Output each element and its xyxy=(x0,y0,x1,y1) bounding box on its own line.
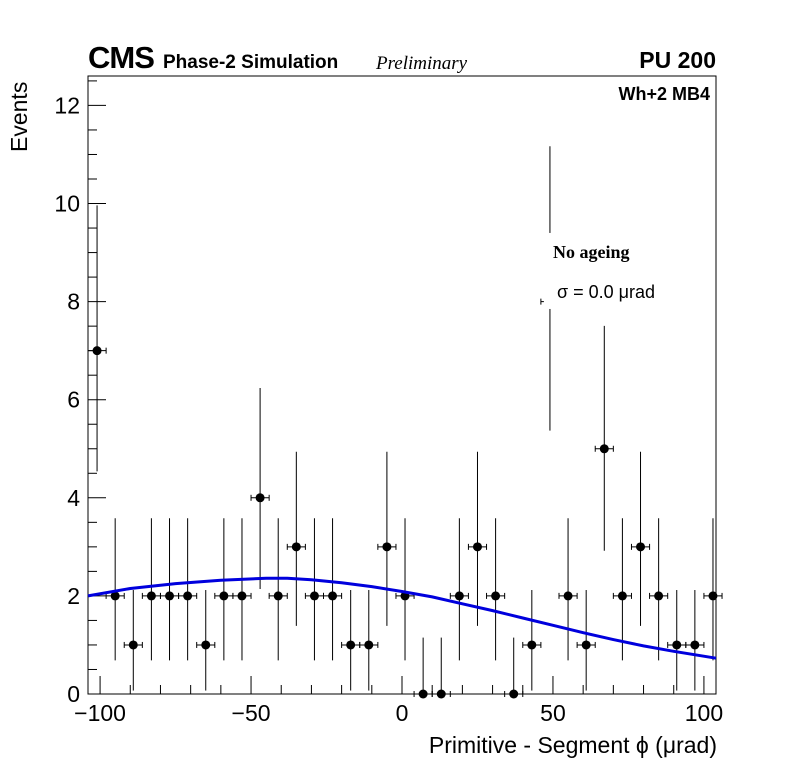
data-point xyxy=(364,640,374,650)
x-tick-label: −100 xyxy=(74,700,126,726)
data-point xyxy=(654,591,664,601)
data-point xyxy=(382,542,392,552)
data-point xyxy=(690,640,700,650)
data-point xyxy=(599,444,609,454)
x-axis-title: Primitive - Segment ϕ (μrad) xyxy=(428,732,717,758)
ageing-annotation: No ageing xyxy=(553,242,630,262)
x-tick-label: 50 xyxy=(540,700,566,726)
data-point xyxy=(146,591,156,601)
x-tick-label: 0 xyxy=(396,700,409,726)
y-tick-label: 4 xyxy=(67,485,80,511)
data-point xyxy=(255,493,265,503)
data-point xyxy=(527,640,537,650)
data-point xyxy=(128,640,138,650)
y-tick-label: 8 xyxy=(67,289,80,315)
y-tick-label: 6 xyxy=(67,387,80,413)
data-point xyxy=(581,640,591,650)
data-point xyxy=(201,640,211,650)
x-tick-label: 100 xyxy=(685,700,723,726)
sigma-annotation: σ = 0.0 μrad xyxy=(557,282,656,302)
data-point xyxy=(708,591,718,601)
y-axis-title: Events xyxy=(6,81,32,152)
data-point xyxy=(672,640,682,650)
status-label: Preliminary xyxy=(376,53,468,74)
data-point xyxy=(563,591,573,601)
data-point xyxy=(237,591,247,601)
fit-curve xyxy=(87,576,717,660)
data-point xyxy=(436,689,446,699)
data-point xyxy=(636,542,646,552)
data-point xyxy=(291,542,301,552)
x-tick-label: −50 xyxy=(232,700,271,726)
y-tick-label: 10 xyxy=(54,191,80,217)
pileup-label: PU 200 xyxy=(639,47,716,73)
data-point xyxy=(418,689,428,699)
data-point xyxy=(617,591,627,601)
y-tick-label: 2 xyxy=(67,583,80,609)
data-point xyxy=(183,591,193,601)
data-point xyxy=(92,346,102,356)
plot-frame xyxy=(87,75,717,695)
y-tick-label: 12 xyxy=(54,92,80,118)
experiment-label: CMS xyxy=(88,40,155,75)
data-point xyxy=(165,591,175,601)
data-point xyxy=(110,591,120,601)
data-point xyxy=(273,591,283,601)
data-point xyxy=(328,591,338,601)
data-point xyxy=(454,591,464,601)
annotation-box xyxy=(543,232,650,309)
data-point xyxy=(509,689,519,699)
station-label: Wh+2 MB4 xyxy=(618,84,710,104)
data-point xyxy=(491,591,501,601)
data-point xyxy=(472,542,482,552)
data-point xyxy=(309,591,319,601)
data-point xyxy=(346,640,356,650)
y-tick-label: 0 xyxy=(67,681,80,707)
simulation-label: Phase-2 Simulation xyxy=(163,52,339,73)
data-point xyxy=(219,591,229,601)
